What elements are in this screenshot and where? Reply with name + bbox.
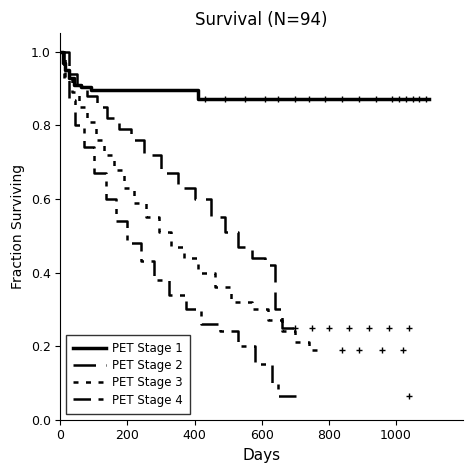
Line: PET Stage 2: PET Stage 2 [60, 52, 295, 328]
PET Stage 1 [427, 96, 432, 101]
PET Stage 1 [66, 75, 72, 81]
PET Stage 2 [279, 325, 284, 330]
PET Stage 1 [71, 75, 77, 81]
PET Stage 1 [78, 84, 83, 90]
PET Stage 3 [306, 347, 311, 353]
PET Stage 1 [427, 96, 432, 101]
PET Stage 1 [63, 60, 68, 66]
PET Stage 1 [88, 88, 93, 93]
PET Stage 1 [427, 96, 432, 101]
PET Stage 4 [286, 393, 292, 399]
PET Stage 4 [57, 49, 63, 55]
X-axis label: Days: Days [243, 448, 281, 463]
PET Stage 1 [57, 49, 63, 55]
PET Stage 1 [78, 82, 83, 88]
PET Stage 2 [57, 49, 63, 55]
PET Stage 1 [195, 88, 201, 93]
Y-axis label: Fraction Surviving: Fraction Surviving [11, 164, 25, 289]
PET Stage 1 [195, 96, 201, 101]
PET Stage 1 [71, 75, 77, 81]
Line: PET Stage 3: PET Stage 3 [60, 52, 322, 350]
Line: PET Stage 4: PET Stage 4 [60, 52, 302, 396]
PET Stage 2 [128, 126, 134, 132]
PET Stage 1 [71, 82, 77, 88]
PET Stage 1 [175, 88, 181, 93]
PET Stage 2 [94, 104, 100, 110]
PET Stage 4 [275, 380, 281, 386]
PET Stage 1 [60, 49, 66, 55]
PET Stage 4 [199, 306, 204, 312]
PET Stage 4 [235, 343, 241, 349]
PET Stage 2 [141, 152, 147, 158]
PET Stage 2 [191, 185, 197, 191]
PET Stage 1 [195, 88, 201, 93]
PET Stage 3 [319, 347, 325, 353]
PET Stage 1 [195, 96, 201, 101]
Title: Survival (N=94): Survival (N=94) [195, 11, 328, 29]
PET Stage 2 [158, 152, 164, 158]
Line: PET Stage 1: PET Stage 1 [60, 52, 429, 99]
PET Stage 4 [299, 393, 305, 399]
PET Stage 3 [57, 49, 63, 55]
PET Stage 1 [88, 88, 93, 93]
PET Stage 3 [292, 328, 298, 334]
PET Stage 3 [76, 90, 82, 95]
PET Stage 1 [66, 75, 72, 81]
PET Stage 1 [71, 82, 77, 88]
PET Stage 3 [131, 185, 137, 191]
PET Stage 1 [78, 82, 83, 88]
PET Stage 1 [175, 88, 181, 93]
PET Stage 1 [88, 84, 93, 90]
PET Stage 1 [60, 60, 66, 66]
PET Stage 4 [166, 292, 172, 297]
PET Stage 1 [88, 84, 93, 90]
PET Stage 1 [60, 60, 66, 66]
PET Stage 3 [76, 104, 82, 110]
PET Stage 4 [269, 362, 274, 367]
PET Stage 1 [175, 88, 181, 93]
PET Stage 4 [275, 393, 281, 399]
PET Stage 1 [63, 67, 68, 73]
PET Stage 1 [427, 96, 432, 101]
PET Stage 1 [66, 67, 72, 73]
PET Stage 1 [66, 67, 72, 73]
PET Stage 3 [168, 229, 174, 235]
PET Stage 1 [175, 88, 181, 93]
PET Stage 1 [78, 84, 83, 90]
PET Stage 2 [292, 325, 298, 330]
PET Stage 3 [93, 119, 99, 125]
PET Stage 2 [128, 126, 134, 132]
PET Stage 1 [63, 67, 68, 73]
Legend: PET Stage 1, PET Stage 2, PET Stage 3, PET Stage 4: PET Stage 1, PET Stage 2, PET Stage 3, P… [66, 335, 190, 414]
PET Stage 1 [60, 49, 66, 55]
PET Stage 1 [63, 60, 68, 66]
